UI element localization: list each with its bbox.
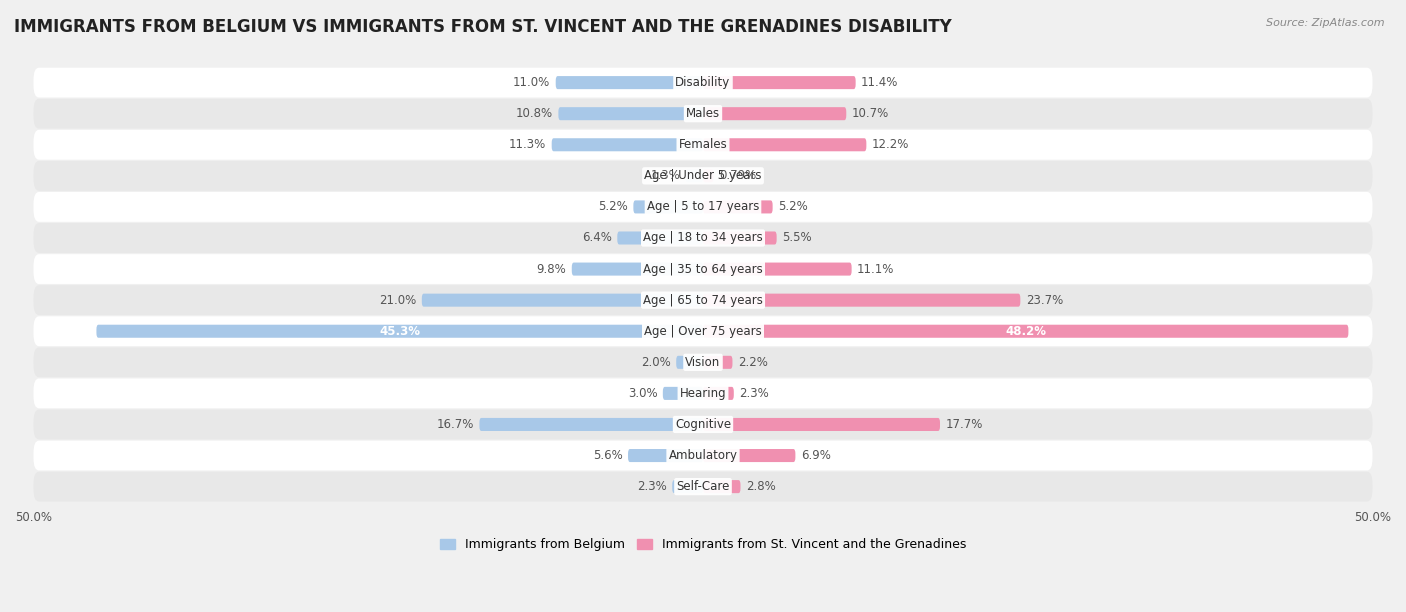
FancyBboxPatch shape [703,387,734,400]
Text: Self-Care: Self-Care [676,480,730,493]
FancyBboxPatch shape [703,480,741,493]
FancyBboxPatch shape [633,200,703,214]
Text: Hearing: Hearing [679,387,727,400]
FancyBboxPatch shape [34,99,1372,129]
FancyBboxPatch shape [34,378,1372,408]
Text: Age | 35 to 64 years: Age | 35 to 64 years [643,263,763,275]
Text: 17.7%: 17.7% [945,418,983,431]
FancyBboxPatch shape [703,418,941,431]
FancyBboxPatch shape [662,387,703,400]
Text: 0.79%: 0.79% [718,170,756,182]
FancyBboxPatch shape [555,76,703,89]
Text: Females: Females [679,138,727,151]
Legend: Immigrants from Belgium, Immigrants from St. Vincent and the Grenadines: Immigrants from Belgium, Immigrants from… [434,534,972,556]
FancyBboxPatch shape [703,107,846,120]
FancyBboxPatch shape [34,68,1372,97]
FancyBboxPatch shape [703,263,852,275]
Text: 5.6%: 5.6% [593,449,623,462]
FancyBboxPatch shape [703,294,1021,307]
Text: 6.9%: 6.9% [801,449,831,462]
Text: IMMIGRANTS FROM BELGIUM VS IMMIGRANTS FROM ST. VINCENT AND THE GRENADINES DISABI: IMMIGRANTS FROM BELGIUM VS IMMIGRANTS FR… [14,18,952,36]
FancyBboxPatch shape [617,231,703,245]
FancyBboxPatch shape [422,294,703,307]
FancyBboxPatch shape [34,192,1372,222]
Text: Cognitive: Cognitive [675,418,731,431]
FancyBboxPatch shape [703,356,733,369]
FancyBboxPatch shape [34,441,1372,471]
Text: 11.3%: 11.3% [509,138,547,151]
FancyBboxPatch shape [551,138,703,151]
Text: 3.0%: 3.0% [628,387,658,400]
Text: 5.5%: 5.5% [782,231,811,245]
FancyBboxPatch shape [703,449,796,462]
FancyBboxPatch shape [97,325,703,338]
FancyBboxPatch shape [672,480,703,493]
FancyBboxPatch shape [572,263,703,275]
FancyBboxPatch shape [703,200,773,214]
FancyBboxPatch shape [703,170,714,182]
FancyBboxPatch shape [34,348,1372,377]
Text: Age | 65 to 74 years: Age | 65 to 74 years [643,294,763,307]
Text: 2.3%: 2.3% [637,480,666,493]
FancyBboxPatch shape [703,76,856,89]
Text: 10.8%: 10.8% [516,107,553,120]
Text: 23.7%: 23.7% [1026,294,1063,307]
Text: Ambulatory: Ambulatory [668,449,738,462]
FancyBboxPatch shape [479,418,703,431]
Text: 21.0%: 21.0% [380,294,416,307]
Text: Males: Males [686,107,720,120]
FancyBboxPatch shape [34,223,1372,253]
FancyBboxPatch shape [703,325,1348,338]
FancyBboxPatch shape [686,170,703,182]
FancyBboxPatch shape [34,254,1372,284]
Text: 11.4%: 11.4% [860,76,898,89]
Text: Age | 18 to 34 years: Age | 18 to 34 years [643,231,763,245]
Text: 6.4%: 6.4% [582,231,612,245]
Text: 1.3%: 1.3% [651,170,681,182]
Text: 5.2%: 5.2% [778,200,807,214]
FancyBboxPatch shape [628,449,703,462]
FancyBboxPatch shape [34,409,1372,439]
Text: Age | 5 to 17 years: Age | 5 to 17 years [647,200,759,214]
FancyBboxPatch shape [34,161,1372,191]
Text: Disability: Disability [675,76,731,89]
FancyBboxPatch shape [676,356,703,369]
FancyBboxPatch shape [703,231,776,245]
Text: 10.7%: 10.7% [852,107,889,120]
FancyBboxPatch shape [703,138,866,151]
Text: Vision: Vision [685,356,721,369]
FancyBboxPatch shape [34,316,1372,346]
FancyBboxPatch shape [558,107,703,120]
Text: 11.0%: 11.0% [513,76,550,89]
Text: 12.2%: 12.2% [872,138,910,151]
Text: 16.7%: 16.7% [437,418,474,431]
Text: Source: ZipAtlas.com: Source: ZipAtlas.com [1267,18,1385,28]
Text: 5.2%: 5.2% [599,200,628,214]
FancyBboxPatch shape [34,472,1372,502]
Text: 11.1%: 11.1% [858,263,894,275]
Text: Age | Under 5 years: Age | Under 5 years [644,170,762,182]
Text: 2.8%: 2.8% [745,480,776,493]
FancyBboxPatch shape [34,130,1372,160]
Text: 9.8%: 9.8% [537,263,567,275]
Text: 48.2%: 48.2% [1005,325,1046,338]
Text: Age | Over 75 years: Age | Over 75 years [644,325,762,338]
Text: 2.3%: 2.3% [740,387,769,400]
FancyBboxPatch shape [34,285,1372,315]
Text: 2.2%: 2.2% [738,356,768,369]
Text: 2.0%: 2.0% [641,356,671,369]
Text: 45.3%: 45.3% [380,325,420,338]
